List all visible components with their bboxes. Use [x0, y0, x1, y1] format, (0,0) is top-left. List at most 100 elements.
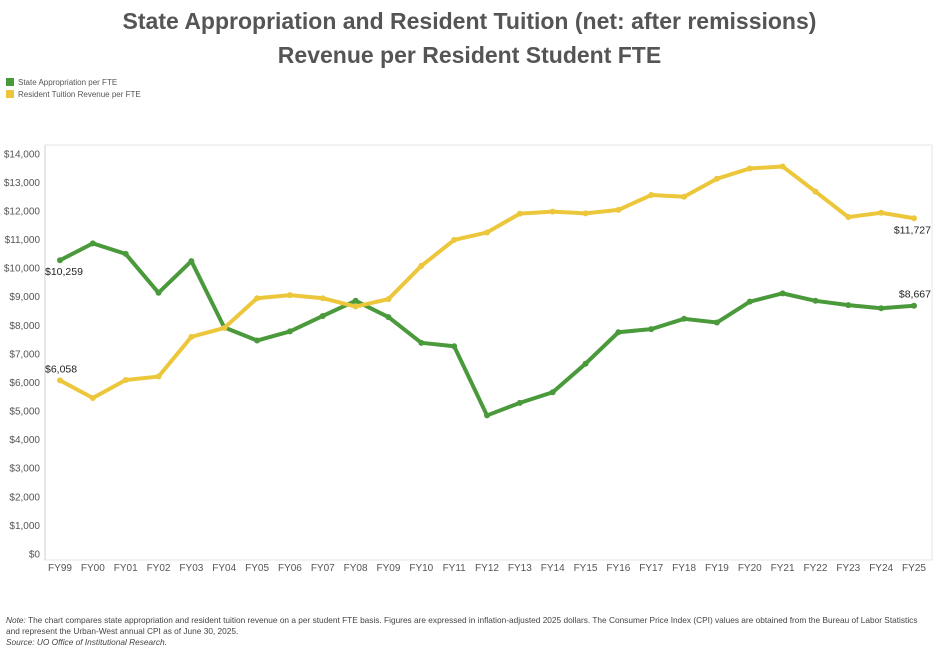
data-point	[89, 240, 96, 247]
x-tick-label: FY20	[738, 563, 762, 574]
data-label-tuition-first: $6,058	[45, 363, 77, 375]
data-point	[681, 193, 688, 200]
y-tick-label: $11,000	[5, 235, 41, 246]
x-tick-label: FY17	[639, 563, 663, 574]
data-point	[122, 250, 129, 257]
data-point	[516, 210, 523, 217]
data-point	[746, 165, 753, 172]
x-tick-label: FY21	[771, 563, 795, 574]
x-tick-label: FY10	[409, 563, 433, 574]
y-tick-label: $4,000	[9, 435, 40, 446]
y-tick-label: $14,000	[4, 149, 41, 160]
legend-label-state: State Appropriation per FTE	[18, 77, 118, 87]
x-tick-label: FY23	[836, 563, 860, 574]
data-point	[451, 343, 458, 350]
source-text: UO Office of Institutional Research.	[34, 637, 167, 647]
y-tick-label: $10,000	[4, 264, 41, 275]
y-tick-label: $5,000	[9, 407, 40, 418]
legend: State Appropriation per FTE Resident Tui…	[6, 76, 141, 100]
x-tick-label: FY25	[902, 563, 926, 574]
series-line-tuition	[59, 164, 915, 400]
x-tick-label: FY09	[377, 563, 401, 574]
data-point	[878, 305, 885, 312]
y-tick-label: $0	[29, 550, 41, 561]
chart-title-line1: State Appropriation and Resident Tuition…	[122, 8, 817, 34]
y-tick-label: $9,000	[9, 292, 40, 303]
x-tick-label: FY24	[869, 563, 893, 574]
x-tick-label: FY12	[475, 563, 499, 574]
y-tick-label: $7,000	[9, 349, 40, 360]
x-tick-label: FY01	[114, 563, 138, 574]
data-point	[57, 257, 63, 264]
x-tick-label: FY05	[245, 563, 269, 574]
x-tick-label: FY99	[48, 563, 72, 574]
data-point	[713, 175, 720, 182]
x-tick-label: FY18	[672, 563, 696, 574]
data-point	[254, 295, 261, 302]
data-point	[188, 333, 195, 340]
data-point	[911, 302, 917, 309]
legend-item-state: State Appropriation per FTE	[6, 76, 141, 88]
x-tick-label: FY19	[705, 563, 729, 574]
data-point	[451, 236, 458, 243]
data-point	[254, 337, 261, 344]
y-tick-label: $8,000	[9, 321, 40, 332]
data-point	[911, 215, 917, 222]
data-point	[746, 298, 753, 305]
x-tick-label: FY02	[147, 563, 171, 574]
x-tick-label: FY22	[804, 563, 828, 574]
data-point	[681, 315, 688, 322]
y-tick-label: $1,000	[9, 521, 40, 532]
data-point	[155, 289, 162, 296]
source-label: Source:	[6, 637, 35, 647]
note-text: The chart compares state appropriation a…	[6, 615, 918, 636]
legend-swatch-state	[6, 78, 14, 86]
data-label-tuition-last: $11,727	[894, 224, 931, 236]
data-point	[812, 188, 819, 195]
data-point	[484, 412, 490, 419]
chart-title-line2: Revenue per Resident Student FTE	[277, 42, 662, 68]
series-line-state	[59, 241, 915, 418]
y-tick-label: $12,000	[4, 206, 41, 217]
data-point	[352, 303, 359, 310]
x-tick-label: FY07	[311, 563, 335, 574]
x-tick-label: FY11	[443, 563, 467, 574]
data-point	[484, 229, 490, 236]
data-point	[385, 296, 392, 303]
data-point	[418, 339, 425, 346]
legend-item-tuition: Resident Tuition Revenue per FTE	[6, 88, 141, 100]
x-tick-label: FY13	[508, 563, 532, 574]
data-point	[648, 326, 655, 333]
data-point	[845, 302, 852, 309]
data-label-state-first: $10,259	[45, 266, 83, 278]
data-point	[779, 163, 786, 170]
data-point	[582, 210, 589, 217]
data-point	[188, 258, 195, 265]
data-point	[516, 399, 523, 406]
data-point	[779, 290, 786, 297]
x-tick-label: FY00	[81, 563, 105, 574]
y-tick-label: $13,000	[4, 178, 41, 189]
data-point	[155, 373, 162, 380]
data-point	[648, 192, 655, 199]
data-point	[286, 292, 293, 299]
data-point	[549, 208, 556, 215]
x-tick-label: FY06	[278, 563, 302, 574]
y-tick-label: $3,000	[9, 464, 40, 475]
x-tick-label: FY15	[574, 563, 598, 574]
data-point	[713, 319, 720, 326]
data-point	[57, 377, 63, 384]
data-point	[319, 312, 326, 319]
x-tick-label: FY08	[344, 563, 368, 574]
data-point	[221, 324, 228, 331]
data-point	[549, 389, 556, 396]
legend-label-tuition: Resident Tuition Revenue per FTE	[18, 89, 141, 99]
data-label-state-last: $8,667	[899, 289, 931, 301]
x-tick-label: FY16	[606, 563, 630, 574]
x-tick-label: FY04	[212, 563, 236, 574]
data-point	[845, 214, 852, 221]
data-point	[286, 328, 293, 335]
data-point	[385, 314, 392, 321]
data-point	[319, 295, 326, 302]
